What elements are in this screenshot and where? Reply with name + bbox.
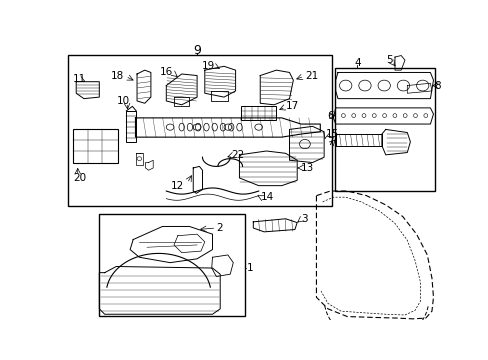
Text: 3: 3 <box>301 214 307 224</box>
Bar <box>99 214 244 316</box>
Text: 17: 17 <box>285 101 298 111</box>
Text: 2: 2 <box>216 223 223 233</box>
Bar <box>334 68 434 191</box>
Text: 13: 13 <box>301 163 314 173</box>
Text: 10: 10 <box>116 96 129 106</box>
Text: 15: 15 <box>325 129 338 139</box>
Text: 8: 8 <box>433 81 440 91</box>
Text: 9: 9 <box>193 44 201 57</box>
Text: 1: 1 <box>246 263 253 273</box>
Text: 19: 19 <box>201 61 214 71</box>
Text: 22: 22 <box>231 150 244 160</box>
Text: 6: 6 <box>326 111 333 121</box>
Text: 4: 4 <box>353 58 360 68</box>
Bar <box>241 106 275 120</box>
Bar <box>68 55 331 206</box>
Text: 21: 21 <box>305 71 318 81</box>
Text: 5: 5 <box>386 55 392 65</box>
Text: 7: 7 <box>326 137 333 147</box>
Text: 12: 12 <box>170 181 183 191</box>
Bar <box>126 111 136 142</box>
Text: 11: 11 <box>73 75 86 84</box>
Text: 14: 14 <box>261 192 274 202</box>
Text: 20: 20 <box>73 173 86 183</box>
Text: 18: 18 <box>110 71 123 81</box>
Text: 16: 16 <box>160 67 173 77</box>
Bar <box>73 130 118 163</box>
